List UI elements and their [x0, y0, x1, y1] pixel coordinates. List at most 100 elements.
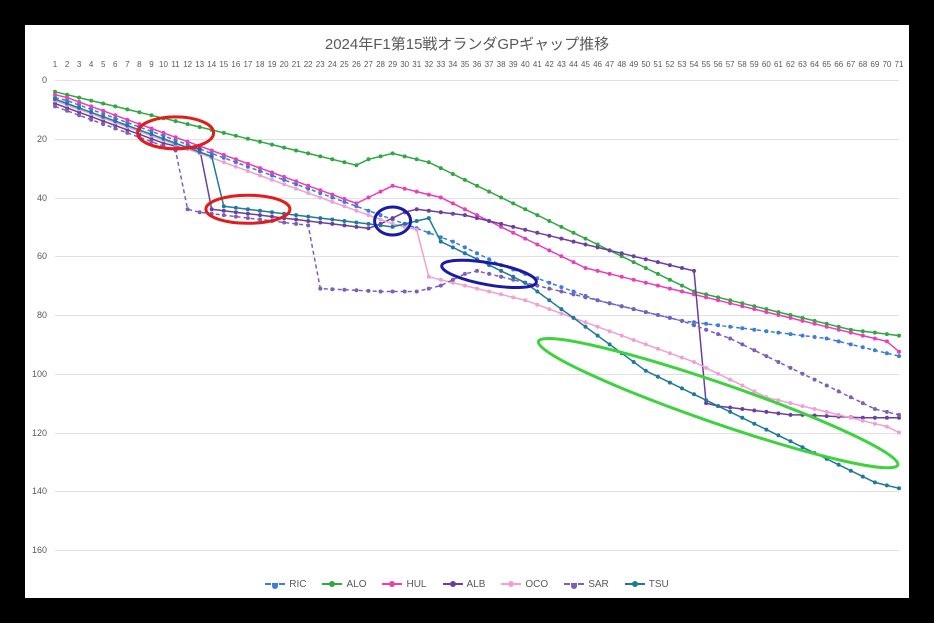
series-marker-TSU	[403, 222, 407, 226]
series-marker-TSU	[439, 240, 443, 244]
series-marker-TSU	[776, 433, 780, 437]
legend-label: HUL	[406, 579, 426, 590]
series-marker-OCO	[861, 419, 865, 423]
series-marker-SAR	[632, 307, 636, 311]
x-tick-label: 25	[340, 60, 349, 69]
series-marker-TSU	[270, 210, 274, 214]
series-marker-ALO	[451, 172, 455, 176]
x-tick-label: 15	[219, 60, 228, 69]
series-marker-OCO	[354, 209, 358, 213]
series-marker-HUL	[716, 298, 720, 302]
series-marker-ALB	[330, 222, 334, 226]
series-marker-SAR	[596, 298, 600, 302]
series-marker-OCO	[692, 360, 696, 364]
series-marker-HUL	[680, 290, 684, 294]
series-marker-SAR	[680, 319, 684, 323]
x-tick-label: 60	[762, 60, 771, 69]
series-marker-SAR	[403, 290, 407, 294]
series-marker-TSU	[740, 416, 744, 420]
series-marker-HUL	[776, 313, 780, 317]
series-marker-ALB	[789, 413, 793, 417]
series-marker-ALB	[764, 410, 768, 414]
series-marker-HUL	[113, 113, 117, 117]
y-tick-label: 60	[37, 251, 47, 261]
x-tick-label: 7	[125, 60, 129, 69]
series-marker-SAR	[246, 216, 250, 220]
x-tick-label: 47	[605, 60, 614, 69]
series-marker-ALB	[391, 216, 395, 220]
legend-item-TSU: TSU	[625, 579, 669, 590]
series-marker-ALB	[825, 414, 829, 418]
series-marker-ALB	[475, 216, 479, 220]
series-marker-ALO	[258, 140, 262, 144]
series-marker-OCO	[728, 378, 732, 382]
series-marker-ALO	[150, 113, 154, 117]
series-marker-TSU	[125, 124, 129, 128]
series-marker-SAR	[294, 222, 298, 226]
x-tick-label: 48	[617, 60, 626, 69]
series-marker-TSU	[559, 307, 563, 311]
series-marker-HUL	[668, 287, 672, 291]
series-marker-OCO	[475, 287, 479, 291]
series-marker-ALO	[511, 201, 515, 205]
series-marker-OCO	[885, 425, 889, 429]
series-marker-HUL	[391, 184, 395, 188]
series-marker-OCO	[740, 384, 744, 388]
series-marker-OCO	[306, 191, 310, 195]
legend-item-ALB: ALB	[443, 579, 486, 590]
series-marker-RIC	[559, 285, 563, 289]
series-line-TSU	[55, 99, 899, 488]
series-marker-OCO	[415, 228, 419, 232]
series-marker-RIC	[704, 322, 708, 326]
x-tick-label: 35	[460, 60, 469, 69]
series-marker-ALO	[559, 225, 563, 229]
series-marker-ALB	[620, 251, 624, 255]
series-marker-HUL	[704, 295, 708, 299]
series-marker-SAR	[475, 269, 479, 273]
series-marker-SAR	[77, 113, 81, 117]
x-tick-label: 10	[159, 60, 168, 69]
series-marker-ALB	[559, 237, 563, 241]
x-tick-label: 13	[195, 60, 204, 69]
series-marker-RIC	[740, 326, 744, 330]
x-tick-label: 69	[870, 60, 879, 69]
x-tick-label: 42	[545, 60, 554, 69]
y-tick-label: 120	[32, 428, 47, 438]
x-tick-label: 37	[485, 60, 494, 69]
series-marker-ALB	[246, 212, 250, 216]
series-marker-ALB	[439, 210, 443, 214]
series-marker-ALO	[656, 272, 660, 276]
series-marker-SAR	[801, 372, 805, 376]
series-marker-ALO	[391, 151, 395, 155]
x-tick-label: 68	[858, 60, 867, 69]
series-marker-TSU	[764, 428, 768, 432]
series-marker-OCO	[499, 292, 503, 296]
series-marker-HUL	[246, 162, 250, 166]
series-marker-HUL	[403, 187, 407, 191]
x-tick-label: 30	[400, 60, 409, 69]
series-marker-ALB	[367, 226, 371, 230]
series-marker-OCO	[535, 303, 539, 307]
series-marker-RIC	[463, 245, 467, 249]
series-marker-SAR	[813, 378, 817, 382]
x-tick-label: 5	[101, 60, 105, 69]
series-marker-TSU	[728, 410, 732, 414]
x-tick-label: 43	[557, 60, 566, 69]
series-marker-SAR	[415, 290, 419, 294]
series-marker-ALO	[668, 278, 672, 282]
series-marker-SAR	[222, 213, 226, 217]
series-marker-ALO	[523, 207, 527, 211]
series-marker-TSU	[499, 269, 503, 273]
series-marker-SAR	[885, 410, 889, 414]
series-marker-SAR	[234, 215, 238, 219]
series-marker-ALB	[644, 257, 648, 261]
series-marker-HUL	[644, 281, 648, 285]
x-tick-label: 46	[593, 60, 602, 69]
x-tick-label: 38	[497, 60, 506, 69]
legend-item-RIC: RIC	[265, 579, 306, 590]
chart-container: 2024年F1第15戦オランダGPギャップ推移 1234567891011121…	[25, 25, 909, 598]
series-marker-ALO	[367, 157, 371, 161]
series-marker-ALO	[113, 104, 117, 108]
series-marker-HUL	[656, 284, 660, 288]
series-marker-HUL	[547, 248, 551, 252]
